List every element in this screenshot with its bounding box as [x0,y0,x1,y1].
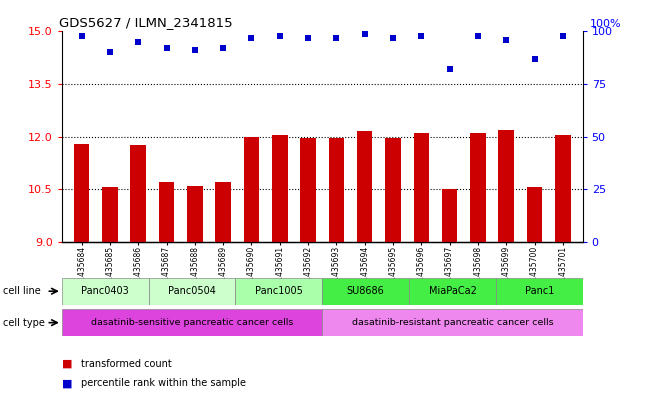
Text: Panc1: Panc1 [525,286,554,296]
Point [133,39,143,45]
Bar [243,136,259,242]
Point [331,35,342,41]
Bar [499,130,514,242]
Text: MiaPaCa2: MiaPaCa2 [428,286,477,296]
Point [76,33,87,39]
Text: dasatinib-sensitive pancreatic cancer cells: dasatinib-sensitive pancreatic cancer ce… [91,318,293,327]
Bar [102,187,118,242]
Bar [442,189,458,242]
Bar [322,309,583,336]
Point [246,35,256,41]
Bar [413,133,429,242]
Point [473,33,483,39]
Text: 100%: 100% [590,18,622,29]
Text: SU8686: SU8686 [347,286,385,296]
Text: cell type: cell type [3,318,45,328]
Point [558,33,568,39]
Text: Panc0403: Panc0403 [81,286,129,296]
Text: GDS5627 / ILMN_2341815: GDS5627 / ILMN_2341815 [59,16,233,29]
Point [388,35,398,41]
Bar [148,278,236,305]
Point [105,49,115,55]
Text: percentile rank within the sample: percentile rank within the sample [81,378,246,388]
Point [189,47,200,53]
Bar [470,133,486,242]
Point [445,66,455,72]
Bar [62,309,322,336]
Bar [329,138,344,242]
Text: transformed count: transformed count [81,358,172,369]
Bar [409,278,496,305]
Bar [74,143,89,242]
Bar [385,138,401,242]
Text: cell line: cell line [3,286,41,296]
Bar [527,187,542,242]
Bar [300,138,316,242]
Bar [322,278,409,305]
Bar [496,278,583,305]
Point [303,35,313,41]
Point [218,45,229,51]
Bar [272,135,288,242]
Point [529,56,540,62]
Text: ■: ■ [62,378,72,388]
Bar [555,135,571,242]
Point [359,30,370,37]
Point [416,33,426,39]
Text: Panc0504: Panc0504 [168,286,216,296]
Bar [62,278,148,305]
Text: ■: ■ [62,358,72,369]
Text: dasatinib-resistant pancreatic cancer cells: dasatinib-resistant pancreatic cancer ce… [352,318,553,327]
Bar [236,278,322,305]
Bar [215,182,231,242]
Bar [159,182,174,242]
Text: Panc1005: Panc1005 [255,286,303,296]
Point [161,45,172,51]
Point [275,33,285,39]
Bar [357,131,372,242]
Bar [130,145,146,242]
Bar [187,185,202,242]
Point [501,37,512,43]
